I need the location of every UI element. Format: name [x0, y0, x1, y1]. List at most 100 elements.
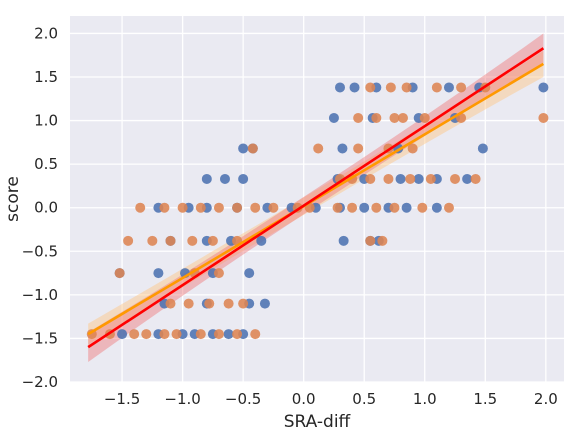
x-tick-label: 1.0 — [413, 390, 437, 408]
data-point — [223, 329, 234, 340]
data-point — [347, 202, 358, 213]
y-tick-label: −2.0 — [22, 373, 58, 391]
y-tick-label: −1.0 — [22, 286, 58, 304]
data-point — [417, 202, 428, 213]
y-tick-label: −1.5 — [22, 329, 58, 347]
data-point — [153, 268, 164, 279]
data-point — [383, 173, 394, 184]
data-point — [187, 235, 198, 246]
data-point — [353, 143, 364, 154]
data-point — [232, 202, 243, 213]
x-tick-label: −1.0 — [164, 390, 200, 408]
data-point — [477, 143, 488, 154]
data-point — [538, 82, 549, 93]
data-point — [353, 112, 364, 123]
x-tick-label: 2.0 — [534, 390, 558, 408]
data-point — [407, 143, 418, 154]
data-point — [114, 268, 125, 279]
grid-lines — [70, 16, 564, 383]
data-point — [385, 82, 396, 93]
data-point — [389, 202, 400, 213]
data-point — [250, 329, 261, 340]
data-point — [141, 329, 152, 340]
data-point — [401, 82, 412, 93]
data-point — [244, 268, 255, 279]
data-point — [413, 173, 424, 184]
data-point — [159, 202, 170, 213]
x-tick-label: −1.5 — [104, 390, 140, 408]
data-point — [443, 202, 454, 213]
data-point — [165, 298, 176, 309]
y-tick-label: 1.5 — [34, 68, 58, 86]
data-point — [259, 298, 270, 309]
data-point — [337, 143, 348, 154]
data-point — [313, 143, 324, 154]
data-point — [328, 112, 339, 123]
data-point — [117, 329, 128, 340]
data-point — [204, 298, 215, 309]
y-tick-label: 1.0 — [34, 112, 58, 130]
data-point — [443, 82, 454, 93]
data-point — [365, 235, 376, 246]
data-point — [450, 173, 461, 184]
x-tick-label: 0.0 — [292, 390, 316, 408]
data-point — [177, 202, 188, 213]
data-point — [431, 82, 442, 93]
data-point — [223, 298, 234, 309]
data-point — [395, 173, 406, 184]
data-point — [165, 235, 176, 246]
data-point — [335, 82, 346, 93]
data-point — [238, 173, 249, 184]
data-point — [397, 112, 408, 123]
regression-lines — [87, 47, 545, 349]
data-point — [250, 202, 261, 213]
data-point — [462, 173, 473, 184]
y-tick-labels: −2.0 −1.5 −1.0 −0.5 0.0 0.5 1.0 1.5 2.0 — [22, 24, 58, 391]
y-tick-label: −0.5 — [22, 242, 58, 260]
data-point — [456, 82, 467, 93]
data-point — [470, 173, 481, 184]
data-point — [213, 329, 224, 340]
data-point — [332, 202, 343, 213]
x-axis-label: SRA-diff — [284, 412, 352, 432]
data-point — [159, 329, 170, 340]
data-point — [359, 202, 370, 213]
data-point — [238, 298, 249, 309]
data-point — [129, 329, 140, 340]
data-point — [365, 173, 376, 184]
data-point — [338, 235, 349, 246]
data-point — [147, 235, 158, 246]
regression-line — [87, 47, 545, 349]
data-point — [419, 112, 430, 123]
data-point — [371, 202, 382, 213]
data-point — [377, 235, 388, 246]
y-tick-label: 0.0 — [34, 199, 58, 217]
data-point — [431, 202, 442, 213]
data-point — [425, 173, 436, 184]
data-point — [389, 112, 400, 123]
data-point — [349, 82, 360, 93]
data-point — [371, 112, 382, 123]
x-tick-label: 0.5 — [352, 390, 376, 408]
data-point — [195, 329, 206, 340]
data-point — [171, 329, 182, 340]
data-point — [123, 235, 134, 246]
data-point — [219, 173, 230, 184]
data-point — [195, 202, 206, 213]
data-point — [405, 173, 416, 184]
y-axis-label: score — [3, 176, 23, 222]
data-point — [256, 235, 267, 246]
data-point — [232, 329, 243, 340]
y-tick-label: 2.0 — [34, 24, 58, 42]
x-tick-label: −0.5 — [225, 390, 261, 408]
data-point — [135, 202, 146, 213]
data-point — [238, 143, 249, 154]
y-tick-label: 0.5 — [34, 155, 58, 173]
x-tick-label: 1.5 — [473, 390, 497, 408]
scatter-points — [86, 82, 549, 340]
data-point — [213, 202, 224, 213]
data-point — [207, 235, 218, 246]
x-tick-labels: −1.5 −1.0 −0.5 0.0 0.5 1.0 1.5 2.0 — [104, 390, 558, 408]
data-point — [365, 82, 376, 93]
